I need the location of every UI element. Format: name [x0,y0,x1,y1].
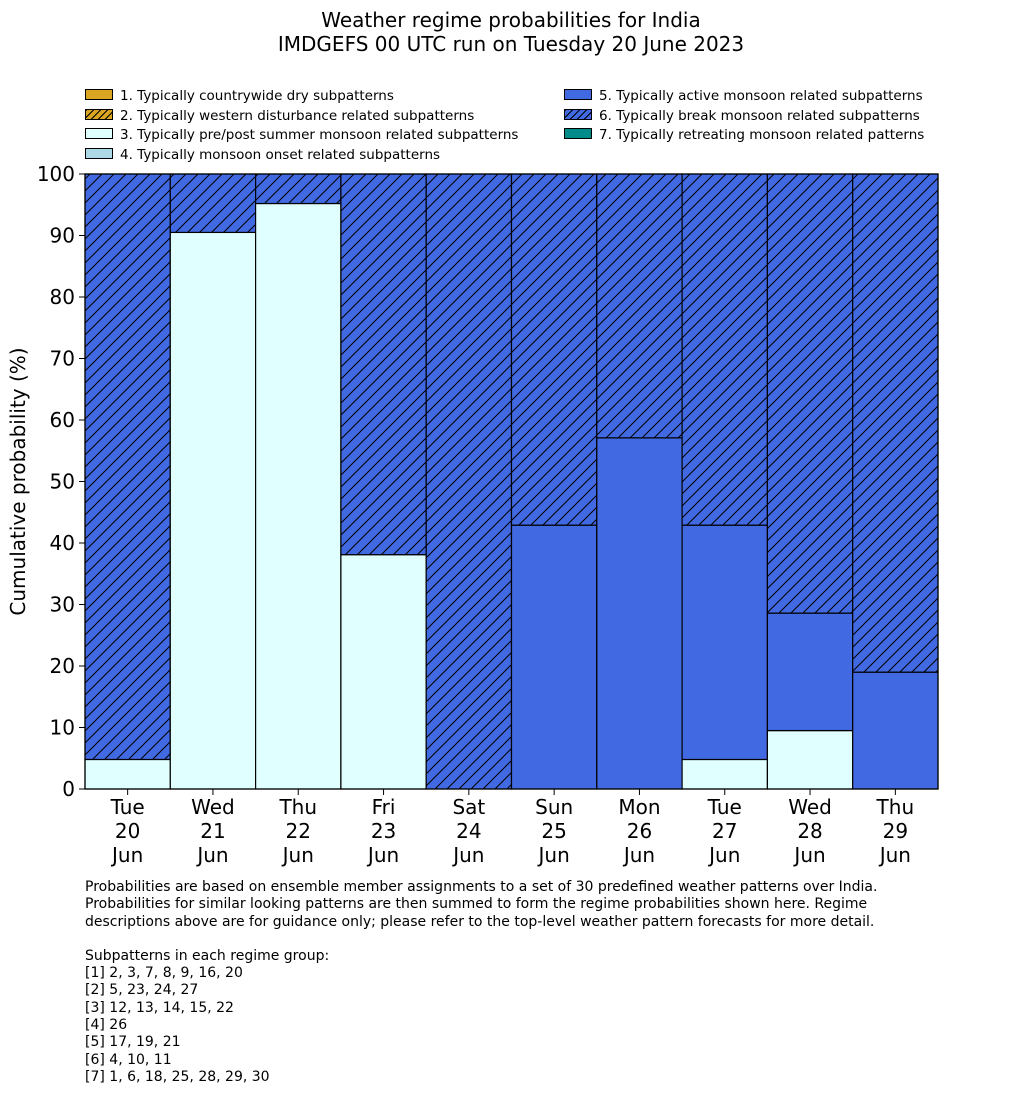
x-tick-label: Jun [281,843,314,867]
legend-label-2: 2. Typically western disturbance related… [120,107,475,124]
bar-segment-series3-cat5 [425,173,513,790]
legend-swatch-5 [564,89,592,100]
regime-groups: Subpatterns in each regime group: [1] 2,… [85,948,1015,1086]
groups-title: Subpatterns in each regime group: [85,947,330,964]
y-tick-label: 90 [50,224,75,248]
bar-segment-series1-cat8 [681,758,768,790]
bar-segment-series3-cat10 [852,173,939,673]
x-tick-label: 21 [200,819,225,843]
y-tick-label: 50 [50,470,75,494]
chart-title-line1: Weather regime probabilities for India [321,8,701,32]
y-tick-label: 0 [62,777,75,801]
y-tick-label: 20 [50,654,75,678]
x-tick-label: 28 [797,819,822,843]
x-tick-label: 24 [456,819,481,843]
x-tick-label: Thu [278,795,317,819]
y-tick-label: 100 [37,162,75,186]
x-tick-label: Jun [707,843,740,867]
bar-segment-series1-cat4 [340,554,427,790]
bar-segment-series2-cat10 [852,671,939,790]
group-1: [1] 2, 3, 7, 8, 9, 16, 20 [85,965,243,982]
y-tick-label: 30 [50,593,75,617]
y-tick-label: 70 [50,347,75,371]
x-tick-label: Jun [878,843,911,867]
bar-segment-series3-cat8 [681,173,768,526]
bar-segment-series1-cat9 [766,729,854,790]
bar-segment-series3-cat2 [169,173,257,234]
group-5: [5] 17, 19, 21 [85,1034,181,1051]
legend-label-6: 6. Typically break monsoon related subpa… [599,107,920,124]
footnote-line3: descriptions above are for guidance only… [85,913,875,930]
group-3: [3] 12, 13, 14, 15, 22 [85,999,234,1016]
bars-group [84,173,939,790]
x-tick-label: Thu [876,795,915,819]
y-tick-label: 10 [50,716,75,740]
bar-segment-series3-cat9 [766,173,854,614]
bar-segment-series2-cat7 [596,437,683,790]
y-tick-label: 60 [50,408,75,432]
footnote: Probabilities are based on ensemble memb… [85,879,1015,1086]
legend-swatch-3 [85,128,113,139]
y-tick-label: 80 [50,285,75,309]
x-tick-label: Jun [195,843,228,867]
x-tick-label: Mon [618,795,660,819]
bar-segment-series2-cat9 [766,612,854,732]
bar-segment-series3-cat6 [510,173,598,526]
group-7: [7] 1, 6, 18, 25, 28, 29, 30 [85,1068,270,1085]
x-tick-label: Jun [451,843,484,867]
bar-segment-series3-cat4 [340,173,427,556]
bar-segment-series1-cat1 [84,758,171,790]
legend-swatch-6 [564,108,592,120]
x-tick-label: Sat [452,795,485,819]
legend: 1. Typically countrywide dry subpatterns… [85,87,965,167]
x-tick-label: Tue [707,795,742,819]
y-tick-label: 40 [50,531,75,555]
x-tick-label: Sun [535,795,573,819]
x-tick-label: Jun [366,843,399,867]
chart-title-line2: IMDGEFS 00 UTC run on Tuesday 20 June 20… [277,32,745,56]
x-tick-label: Tue [110,795,145,819]
bar-segment-series3-cat7 [596,173,683,439]
bar-segment-series1-cat3 [255,202,342,790]
chart-title: Weather regime probabilities for India I… [0,8,1022,56]
legend-label-7: 7. Typically retreating monsoon related … [599,127,925,143]
bar-segment-series1-cat2 [169,231,257,790]
x-tick-label: Wed [191,795,235,819]
axes-group: 0102030405060708090100Tue20JunWed21JunTh… [6,162,939,867]
legend-swatch-4 [85,147,113,159]
legend-label-4: 4. Typically monsoon onset related subpa… [120,146,441,163]
bar-segment-series3-cat3 [255,173,342,205]
x-tick-label: Jun [792,843,825,867]
legend-label-3: 3. Typically pre/post summer monsoon rel… [120,127,519,143]
group-6: [6] 4, 10, 11 [85,1051,172,1068]
x-tick-label: Fri [372,795,396,819]
x-tick-label: 20 [115,819,140,843]
bar-segment-series2-cat8 [681,524,768,761]
x-tick-label: 22 [286,819,311,843]
x-tick-label: 26 [627,819,652,843]
y-axis-label: Cumulative probability (%) [6,347,30,615]
bar-segment-series3-cat1 [84,173,171,761]
x-tick-label: 25 [541,819,566,843]
x-tick-label: 27 [712,819,737,843]
group-2: [2] 5, 23, 24, 27 [85,982,199,999]
legend-label-1: 1. Typically countrywide dry subpatterns [120,88,394,104]
x-tick-label: Jun [622,843,655,867]
x-tick-label: 29 [883,819,908,843]
x-tick-label: 23 [371,819,396,843]
legend-swatch-1 [85,89,113,100]
x-tick-label: Wed [788,795,832,819]
x-tick-label: Jun [110,843,143,867]
legend-label-5: 5. Typically active monsoon related subp… [599,88,923,104]
x-tick-label: Jun [537,843,570,867]
legend-swatch-2 [85,108,113,120]
stacked-bar-chart: 0102030405060708090100Tue20JunWed21JunTh… [6,162,939,867]
group-4: [4] 26 [85,1017,128,1034]
bar-segment-series2-cat6 [510,524,598,790]
legend-swatch-7 [564,128,592,139]
footnote-line1: Probabilities are based on ensemble memb… [85,879,878,895]
footnote-line2: Probabilities for similar looking patter… [85,896,868,913]
